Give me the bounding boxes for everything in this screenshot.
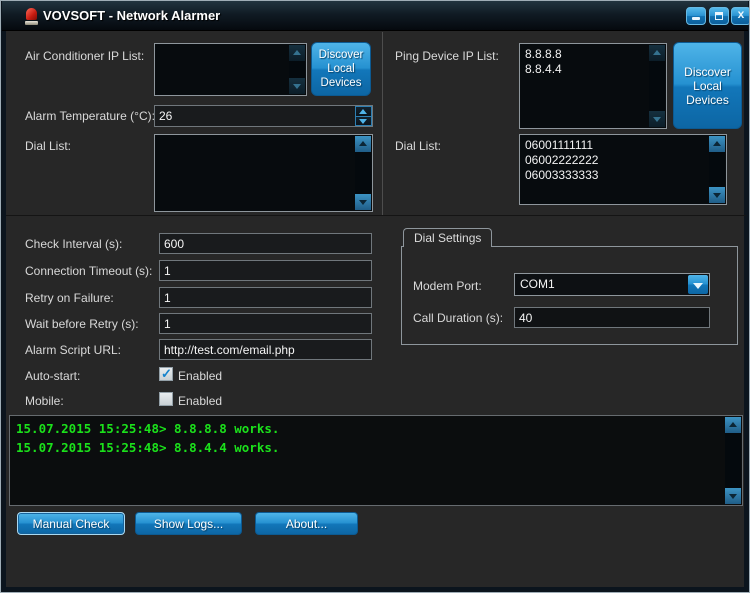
window-title: VOVSOFT - Network Alarmer bbox=[43, 8, 221, 23]
mobile-label: Mobile: bbox=[25, 394, 64, 408]
scroll-up-button[interactable] bbox=[355, 136, 371, 152]
discover-local-devices-button-ping[interactable]: Discover Local Devices bbox=[673, 42, 742, 129]
wait-before-retry-input[interactable] bbox=[159, 313, 372, 334]
autostart-checkbox-label: Enabled bbox=[178, 369, 223, 383]
modem-port-label: Modem Port: bbox=[413, 279, 482, 293]
connection-timeout-input[interactable] bbox=[159, 260, 372, 281]
scroll-down-button[interactable] bbox=[725, 488, 741, 504]
close-icon bbox=[732, 7, 749, 24]
log-output[interactable]: 15.07.2015 15:25:48> 8.8.8.8 works. 15.0… bbox=[9, 415, 743, 506]
spin-down-button[interactable] bbox=[356, 116, 371, 125]
scroll-down-button[interactable] bbox=[709, 187, 725, 203]
spin-up-icon bbox=[359, 109, 367, 114]
title-bar[interactable]: VOVSOFT - Network Alarmer bbox=[2, 1, 749, 31]
scroll-up-button[interactable] bbox=[649, 45, 665, 61]
mobile-checkbox-label: Enabled bbox=[178, 394, 223, 408]
modem-port-select[interactable]: COM1 bbox=[514, 273, 710, 296]
about-button[interactable]: About... bbox=[255, 512, 358, 535]
alarm-temperature-label: Alarm Temperature (°C): bbox=[25, 109, 155, 123]
spin-down-icon bbox=[359, 119, 367, 124]
app-icon bbox=[25, 8, 38, 25]
alarm-temperature-input[interactable] bbox=[154, 105, 373, 127]
ping-device-ip-listbox[interactable]: 8.8.8.8 8.8.4.4 bbox=[519, 43, 667, 129]
call-duration-label: Call Duration (s): bbox=[413, 311, 504, 325]
air-list-scrollbar[interactable] bbox=[289, 45, 305, 94]
modem-port-value: COM1 bbox=[520, 277, 555, 291]
show-logs-button[interactable]: Show Logs... bbox=[135, 512, 242, 535]
air-conditioner-ip-list-label: Air Conditioner IP List: bbox=[25, 49, 145, 63]
ping-device-ip-items: 8.8.8.8 8.8.4.4 bbox=[520, 44, 649, 128]
maximize-icon bbox=[715, 12, 723, 20]
close-button[interactable] bbox=[731, 7, 749, 25]
dial-left-scrollbar[interactable] bbox=[355, 136, 371, 210]
scroll-down-button[interactable] bbox=[289, 78, 305, 94]
maximize-button[interactable] bbox=[709, 7, 729, 25]
ping-device-ip-list-label: Ping Device IP List: bbox=[395, 49, 499, 63]
log-line: 15.07.2015 15:25:48> 8.8.4.4 works. bbox=[16, 440, 280, 455]
retry-on-failure-label: Retry on Failure: bbox=[25, 291, 114, 305]
air-conditioner-ip-listbox[interactable] bbox=[154, 43, 307, 96]
scroll-up-button[interactable] bbox=[725, 417, 741, 433]
list-item[interactable]: 06001111111 bbox=[525, 138, 594, 152]
alarm-script-url-input[interactable] bbox=[159, 339, 372, 360]
panel-divider-vertical bbox=[382, 32, 383, 215]
dropdown-arrow-button[interactable] bbox=[688, 275, 708, 294]
dial-right-scrollbar[interactable] bbox=[709, 136, 725, 203]
log-scrollbar[interactable] bbox=[725, 417, 741, 504]
autostart-label: Auto-start: bbox=[25, 369, 81, 383]
dial-list-left-items bbox=[155, 135, 355, 211]
mobile-checkbox[interactable] bbox=[159, 392, 173, 406]
list-item[interactable]: 8.8.4.4 bbox=[525, 62, 562, 76]
check-interval-input[interactable] bbox=[159, 233, 372, 254]
dial-list-right-label: Dial List: bbox=[395, 139, 442, 153]
chevron-down-icon bbox=[693, 283, 703, 289]
dial-list-right-items: 06001111111 06002222222 06003333333 bbox=[520, 135, 709, 204]
tab-dial-settings[interactable]: Dial Settings bbox=[403, 228, 493, 247]
alarm-script-url-label: Alarm Script URL: bbox=[25, 343, 122, 357]
wait-before-retry-label: Wait before Retry (s): bbox=[25, 317, 139, 331]
discover-local-devices-button-air[interactable]: Discover Local Devices bbox=[311, 42, 371, 96]
list-item[interactable]: 8.8.8.8 bbox=[525, 47, 562, 61]
temperature-spinner bbox=[355, 106, 372, 126]
dial-list-left-label: Dial List: bbox=[25, 139, 72, 153]
connection-timeout-label: Connection Timeout (s): bbox=[25, 264, 153, 278]
panel-divider-horizontal bbox=[6, 215, 746, 216]
list-item[interactable]: 06002222222 bbox=[525, 153, 599, 167]
dial-listbox-right[interactable]: 06001111111 06002222222 06003333333 bbox=[519, 134, 727, 205]
retry-on-failure-input[interactable] bbox=[159, 287, 372, 308]
manual-check-button[interactable]: Manual Check bbox=[17, 512, 125, 535]
log-line: 15.07.2015 15:25:48> 8.8.8.8 works. bbox=[16, 421, 280, 436]
spin-up-button[interactable] bbox=[356, 107, 371, 116]
air-conditioner-ip-items bbox=[155, 44, 289, 95]
autostart-checkbox[interactable] bbox=[159, 366, 173, 382]
minimize-icon bbox=[692, 17, 700, 20]
scroll-down-button[interactable] bbox=[649, 111, 665, 127]
scroll-down-button[interactable] bbox=[355, 194, 371, 210]
list-item[interactable]: 06003333333 bbox=[525, 168, 599, 182]
scroll-up-button[interactable] bbox=[709, 136, 725, 152]
check-interval-label: Check Interval (s): bbox=[25, 237, 123, 251]
dial-listbox-left[interactable] bbox=[154, 134, 373, 212]
ping-list-scrollbar[interactable] bbox=[649, 45, 665, 127]
log-lines: 15.07.2015 15:25:48> 8.8.8.8 works. 15.0… bbox=[16, 419, 722, 457]
minimize-button[interactable] bbox=[686, 7, 706, 25]
scroll-up-button[interactable] bbox=[289, 45, 305, 61]
call-duration-input[interactable] bbox=[514, 307, 710, 328]
